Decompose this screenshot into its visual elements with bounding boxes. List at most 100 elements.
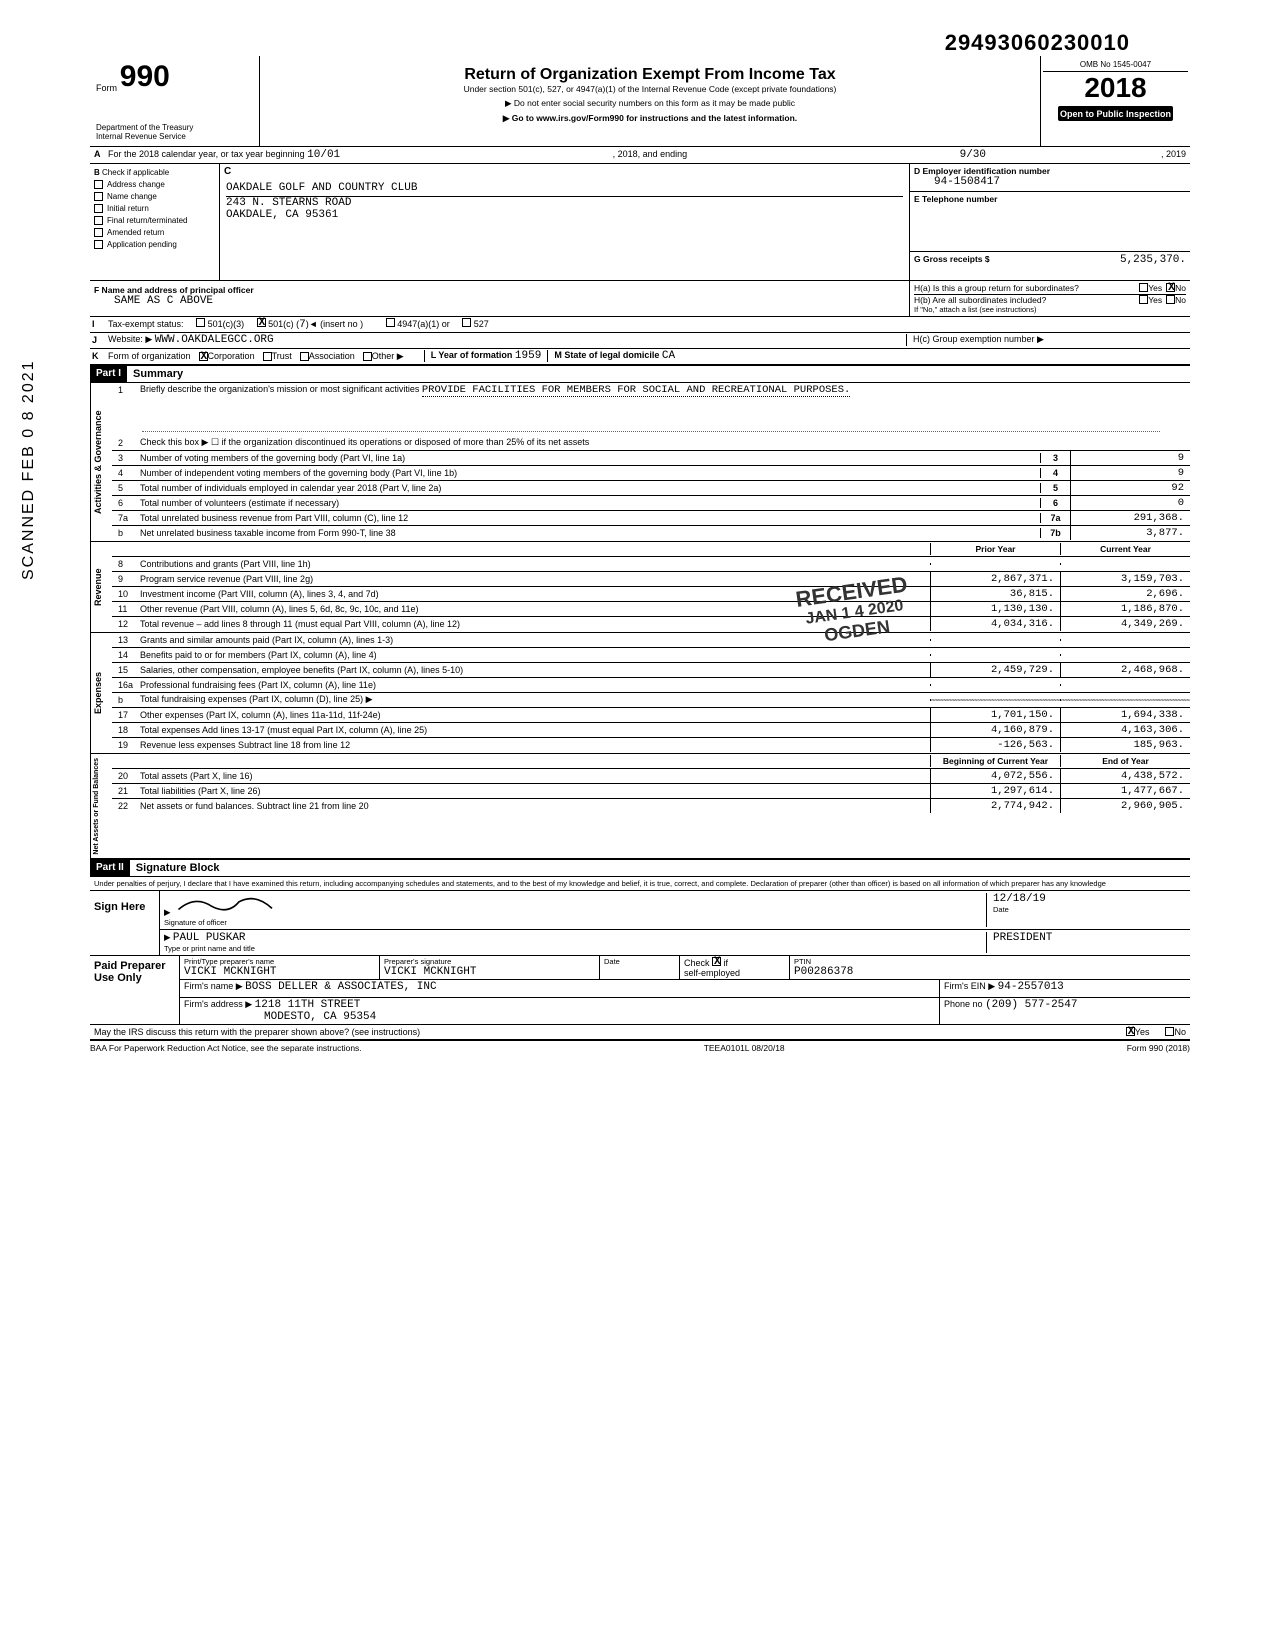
row-k: K Form of organization Corporation Trust… bbox=[90, 349, 1190, 365]
shaded-cell bbox=[930, 699, 1060, 701]
section-bcde: B Check if applicable Address change Nam… bbox=[90, 164, 1190, 281]
checkbox-discuss-no[interactable] bbox=[1165, 1027, 1174, 1036]
sign-here-label: Sign Here bbox=[90, 891, 160, 955]
summary-line: 21Total liabilities (Part X, line 26)1,2… bbox=[112, 784, 1190, 799]
current-year-value: 2,468,968. bbox=[1060, 663, 1190, 677]
summary-line: 7aTotal unrelated business revenue from … bbox=[112, 511, 1190, 526]
checkbox-assoc[interactable] bbox=[300, 352, 309, 361]
summary-line: 5Total number of individuals employed in… bbox=[112, 481, 1190, 496]
line-num: 10 bbox=[112, 589, 140, 599]
line-desc: Total number of individuals employed in … bbox=[140, 483, 1040, 493]
label-j: J bbox=[90, 335, 104, 345]
preparer-row-1: Print/Type preparer's name VICKI MCKNIGH… bbox=[180, 956, 1190, 980]
prior-year-value bbox=[930, 654, 1060, 656]
yes-label: Yes bbox=[1135, 1027, 1150, 1037]
check-label: Address change bbox=[107, 180, 165, 189]
check-amended-return[interactable]: Amended return bbox=[94, 228, 215, 237]
firm-ein: 94-2557013 bbox=[998, 981, 1064, 993]
check-name-change[interactable]: Name change bbox=[94, 192, 215, 201]
website-value: WWW.OAKDALEGCC.ORG bbox=[155, 334, 906, 346]
form-page: 29493060230010 Form 990 Department of th… bbox=[90, 30, 1190, 1053]
line-desc: Other expenses (Part IX, column (A), lin… bbox=[140, 710, 930, 720]
checkbox-corp[interactable] bbox=[199, 352, 208, 361]
line-num: 14 bbox=[112, 650, 140, 660]
footer-code: TEEA0101L 08/20/18 bbox=[704, 1043, 785, 1053]
col-b: B Check if applicable Address change Nam… bbox=[90, 164, 220, 280]
checkbox-501c[interactable] bbox=[257, 318, 266, 327]
m-text: M State of legal domicile bbox=[554, 350, 659, 360]
current-year-value: 3,159,703. bbox=[1060, 572, 1190, 586]
sign-here-section: Sign Here ▶ Signature of officer 12/18/1… bbox=[90, 891, 1190, 956]
checkbox-4947[interactable] bbox=[386, 318, 395, 327]
line-num: 22 bbox=[112, 801, 140, 811]
prior-year-value: 2,774,942. bbox=[930, 799, 1060, 813]
checkbox-527[interactable] bbox=[462, 318, 471, 327]
m-value: CA bbox=[662, 350, 675, 362]
row-a-end: 9/30 bbox=[960, 149, 986, 161]
firm-name-label: Firm's name ▶ bbox=[184, 981, 243, 991]
line-desc: Total fundraising expenses (Part IX, col… bbox=[140, 694, 930, 705]
footer-form: Form 990 (2018) bbox=[1127, 1043, 1190, 1053]
checkbox-yes[interactable] bbox=[1139, 283, 1148, 292]
current-year-value: 1,186,870. bbox=[1060, 602, 1190, 616]
revenue-lines: Prior Year Current Year 8Contributions a… bbox=[112, 542, 1190, 632]
dept: Department of the Treasury Internal Reve… bbox=[96, 124, 253, 142]
check-label: Initial return bbox=[107, 204, 149, 213]
line-colnum: 7a bbox=[1040, 513, 1070, 523]
no-label: No bbox=[1175, 283, 1186, 293]
scan-stamp: SCANNED FEB 0 8 2021 bbox=[20, 359, 38, 580]
opt-insert: )◄ (insert no ) bbox=[306, 319, 363, 329]
line-desc: Net unrelated business taxable income fr… bbox=[140, 528, 1040, 538]
governance-section: Activities & Governance 1 Briefly descri… bbox=[90, 383, 1190, 542]
check-application-pending[interactable]: Application pending bbox=[94, 240, 215, 249]
footer-baa: BAA For Paperwork Reduction Act Notice, … bbox=[90, 1043, 362, 1053]
line-desc: Total revenue – add lines 8 through 11 (… bbox=[140, 619, 930, 629]
sig-date: 12/18/19 bbox=[993, 893, 1046, 905]
name-title-line: ▶ PAUL PUSKAR Type or print name and tit… bbox=[160, 930, 1190, 955]
ptin: P00286378 bbox=[794, 966, 853, 978]
summary-line: 13Grants and similar amounts paid (Part … bbox=[112, 633, 1190, 648]
line-num: 19 bbox=[112, 740, 140, 750]
line-num: 12 bbox=[112, 619, 140, 629]
checkbox-self-employed[interactable] bbox=[712, 957, 721, 966]
prior-year-value bbox=[930, 563, 1060, 565]
checkbox-501c3[interactable] bbox=[196, 318, 205, 327]
current-year-value: 1,477,667. bbox=[1060, 784, 1190, 798]
opt-trust: Trust bbox=[272, 351, 292, 361]
line-num: 18 bbox=[112, 725, 140, 735]
current-year-value: 185,963. bbox=[1060, 738, 1190, 752]
header-left: Form 990 Department of the Treasury Inte… bbox=[90, 56, 260, 146]
addr1: 243 N. STEARNS ROAD bbox=[226, 197, 903, 209]
checkbox-other[interactable] bbox=[363, 352, 372, 361]
prior-year-value: 36,815. bbox=[930, 587, 1060, 601]
net-header-row: Beginning of Current Year End of Year bbox=[112, 754, 1190, 769]
row-i: I Tax-exempt status: 501(c)(3) 501(c) (7… bbox=[90, 317, 1190, 333]
current-year-value: 4,163,306. bbox=[1060, 723, 1190, 737]
summary-line: 20Total assets (Part X, line 16)4,072,55… bbox=[112, 769, 1190, 784]
if-label: if bbox=[724, 958, 729, 968]
signature-icon bbox=[173, 893, 305, 915]
checkbox-no[interactable] bbox=[1166, 283, 1175, 292]
check-final-return[interactable]: Final return/terminated bbox=[94, 216, 215, 225]
row-a-mid: , 2018, and ending bbox=[340, 149, 959, 161]
label-f: F Name and address of principal officer bbox=[94, 285, 254, 295]
opt-501c: 501(c) ( bbox=[268, 319, 299, 329]
checkbox-icon bbox=[94, 228, 103, 237]
discuss-text: May the IRS discuss this return with the… bbox=[94, 1027, 1126, 1037]
checkbox-discuss-yes[interactable] bbox=[1126, 1027, 1135, 1036]
row-i-content: Tax-exempt status: 501(c)(3) 501(c) (7)◄… bbox=[104, 317, 1190, 332]
checkbox-yes[interactable] bbox=[1139, 295, 1148, 304]
summary-line: 15Salaries, other compensation, employee… bbox=[112, 663, 1190, 678]
row-a: A For the 2018 calendar year, or tax yea… bbox=[90, 147, 1190, 164]
check-address-change[interactable]: Address change bbox=[94, 180, 215, 189]
line-colnum: 5 bbox=[1040, 483, 1070, 493]
prior-year-value: 1,130,130. bbox=[930, 602, 1060, 616]
checkbox-icon bbox=[94, 240, 103, 249]
current-year-value: 4,438,572. bbox=[1060, 769, 1190, 783]
check-initial-return[interactable]: Initial return bbox=[94, 204, 215, 213]
row-a-tail: , 2019 bbox=[986, 149, 1186, 161]
checkbox-no[interactable] bbox=[1166, 295, 1175, 304]
insert-no: 7 bbox=[299, 319, 306, 331]
checkbox-trust[interactable] bbox=[263, 352, 272, 361]
prior-year-value: 4,034,316. bbox=[930, 617, 1060, 631]
